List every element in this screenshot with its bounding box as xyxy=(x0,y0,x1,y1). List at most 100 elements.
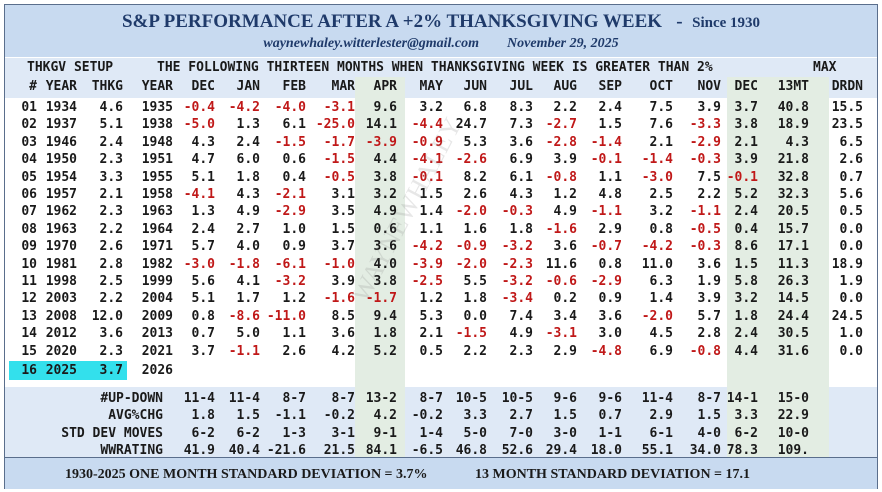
setup-cell: 12 xyxy=(21,291,37,307)
setup-cell: 5.1 xyxy=(99,117,123,133)
setup-cell: 1962 xyxy=(45,204,77,220)
setup-cell: 2.4 xyxy=(99,134,123,150)
stat-value: -21.6 xyxy=(266,443,306,459)
month-cell: 0.5 xyxy=(839,204,863,220)
month-cell: 7.3 xyxy=(509,117,533,133)
month-cell: 26.3 xyxy=(777,274,809,289)
stat-value: 9-6 xyxy=(553,391,577,406)
month-cell: 1.1 xyxy=(282,326,306,342)
month-cell: 3.6 xyxy=(509,134,533,150)
report-subtitle: waynewhaley.witterlester@gmail.com Novem… xyxy=(5,36,877,52)
stat-value: 2.7 xyxy=(509,408,533,424)
month-cell: 2.5 xyxy=(649,187,673,202)
stat-value: 1-3 xyxy=(282,425,306,441)
month-cell: 4.4 xyxy=(373,152,397,168)
stat-label: WWRATING xyxy=(100,443,163,459)
month-cell: 0.4 xyxy=(282,169,306,185)
stat-value: 40.4 xyxy=(228,443,260,459)
stat-value: 46.8 xyxy=(455,443,487,459)
column-header: YEAR xyxy=(45,79,77,94)
month-cell: 24.5 xyxy=(831,308,863,324)
month-cell: 0.2 xyxy=(553,291,577,307)
month-cell: -1.0 xyxy=(323,256,355,272)
setup-cell: 10 xyxy=(21,256,37,272)
header-band: S&P PERFORMANCE AFTER A +2% THANKSGIVING… xyxy=(5,5,877,57)
month-cell: -0.3 xyxy=(689,239,721,255)
month-cell: 1963 xyxy=(141,204,173,220)
month-cell: 3.6 xyxy=(598,308,622,324)
email-text: waynewhaley.witterlester@gmail.com xyxy=(263,36,480,51)
month-cell: 18.9 xyxy=(831,256,863,272)
stat-value: 34.0 xyxy=(689,443,721,459)
month-cell: 3.5 xyxy=(331,204,355,220)
setup-cell: 3.3 xyxy=(99,169,123,185)
month-cell: 5.6 xyxy=(191,274,215,289)
column-header: DRDN xyxy=(831,79,863,94)
month-cell: 2.4 xyxy=(236,134,260,150)
setup-cell: 1954 xyxy=(45,169,77,185)
stat-value: 9-6 xyxy=(598,391,622,406)
month-cell: -2.0 xyxy=(455,256,487,272)
setup-cell: 03 xyxy=(21,134,37,150)
month-cell: 0.0 xyxy=(839,221,863,237)
month-cell: -2.0 xyxy=(455,204,487,220)
setup-cell: 1934 xyxy=(45,100,77,115)
month-cell: 4.3 xyxy=(236,187,260,202)
footer-band: 1930-2025 ONE MONTH STANDARD DEVIATION =… xyxy=(5,457,877,489)
month-cell: 2.4 xyxy=(734,204,758,220)
month-cell: -3.0 xyxy=(183,256,215,272)
month-cell: 11.3 xyxy=(777,256,809,272)
month-cell: -1.1 xyxy=(590,204,622,220)
month-cell: 3.9 xyxy=(331,274,355,289)
month-cell: 1.6 xyxy=(463,221,487,237)
month-cell: -1.6 xyxy=(545,221,577,237)
month-cell: -2.5 xyxy=(411,274,443,289)
month-cell: 3.9 xyxy=(734,152,758,168)
month-cell: 2.3 xyxy=(509,343,533,359)
stat-value: 52.6 xyxy=(501,443,533,459)
month-cell: -0.4 xyxy=(183,100,215,115)
stat-value: 6-2 xyxy=(191,425,215,441)
setup-cell: 07 xyxy=(21,204,37,220)
stat-value: 8-7 xyxy=(697,391,721,406)
month-cell: 5.3 xyxy=(419,308,443,324)
month-cell: 2009 xyxy=(141,308,173,324)
month-cell: 3.0 xyxy=(598,326,622,342)
column-header: THKG xyxy=(91,79,123,94)
month-cell: -0.1 xyxy=(590,152,622,168)
setup-cell: 2.3 xyxy=(99,343,123,359)
stat-value: 8-7 xyxy=(419,391,443,406)
month-cell: 2.9 xyxy=(598,221,622,237)
month-cell: 3.1 xyxy=(331,187,355,202)
month-cell: -5.0 xyxy=(183,117,215,133)
stat-value: 18.0 xyxy=(590,443,622,459)
month-cell: 2.6 xyxy=(463,187,487,202)
month-cell: 4.3 xyxy=(785,134,809,150)
month-cell: 5.1 xyxy=(191,291,215,307)
setup-cell: 2.2 xyxy=(99,221,123,237)
setup-cell: 1946 xyxy=(45,134,77,150)
stat-value: 15-0 xyxy=(777,391,809,406)
stat-value: 1.5 xyxy=(553,408,577,424)
month-cell: -3.2 xyxy=(501,239,533,255)
month-cell: 2.4 xyxy=(598,100,622,115)
stat-value: 1-1 xyxy=(598,425,622,441)
month-cell: 1.0 xyxy=(282,221,306,237)
month-cell: 1938 xyxy=(141,117,173,133)
month-cell: 1982 xyxy=(141,256,173,272)
month-cell: 0.4 xyxy=(734,221,758,237)
month-cell: 4.9 xyxy=(509,326,533,342)
month-cell: 3.9 xyxy=(697,100,721,115)
setup-cell: 06 xyxy=(21,187,37,202)
month-cell: 1999 xyxy=(141,274,173,289)
month-cell: 1.2 xyxy=(282,291,306,307)
column-header: # xyxy=(29,79,37,94)
column-header: SEP xyxy=(598,79,622,94)
month-cell: 7.4 xyxy=(509,308,533,324)
month-cell: 3.6 xyxy=(697,256,721,272)
month-cell: -2.7 xyxy=(545,117,577,133)
month-cell: 5.1 xyxy=(191,169,215,185)
setup-cell: 1970 xyxy=(45,239,77,255)
month-cell: 4.3 xyxy=(509,187,533,202)
month-cell: 1.2 xyxy=(553,187,577,202)
